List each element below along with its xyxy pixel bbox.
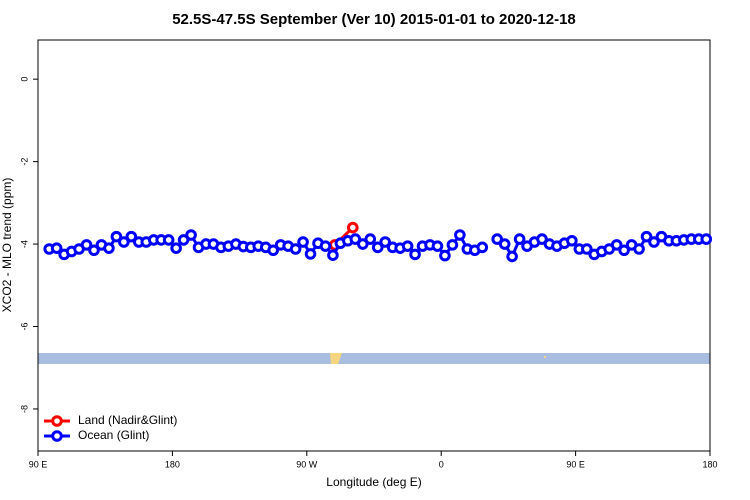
point <box>357 238 369 250</box>
point <box>110 230 123 243</box>
point <box>439 249 451 262</box>
point <box>454 229 466 241</box>
point <box>498 238 511 250</box>
point <box>566 234 578 247</box>
x-tick-label: 180 <box>165 459 180 469</box>
land-patch <box>544 356 546 358</box>
point <box>431 240 444 252</box>
point <box>476 241 489 254</box>
point <box>185 229 197 241</box>
point <box>379 236 392 248</box>
point <box>633 243 645 255</box>
y-tick-label: -6 <box>19 322 29 330</box>
point <box>364 233 377 245</box>
point <box>700 233 713 245</box>
point <box>349 233 362 245</box>
legend-label: Land (Nadir&Glint) <box>78 413 177 427</box>
x-tick-label: 90 E <box>566 459 585 469</box>
point <box>513 233 526 245</box>
point <box>267 244 280 257</box>
point <box>125 230 138 243</box>
point <box>618 244 630 257</box>
point <box>446 239 459 251</box>
point <box>401 240 414 252</box>
x-tick-label: 90 E <box>29 459 48 469</box>
point <box>103 242 115 254</box>
point <box>289 243 302 255</box>
point <box>640 230 653 243</box>
point <box>177 234 190 246</box>
legend-marker <box>51 430 63 442</box>
point <box>346 221 359 234</box>
map-strip <box>38 353 710 364</box>
x-tick-label: 180 <box>702 459 717 469</box>
point <box>506 250 518 263</box>
point <box>536 233 548 245</box>
point <box>88 244 100 257</box>
y-tick-label: -8 <box>19 405 29 413</box>
plot-frame <box>37 39 711 452</box>
y-tick-label: -4 <box>19 240 29 248</box>
point <box>648 236 660 248</box>
land-patch <box>330 353 342 364</box>
point <box>319 240 332 252</box>
point <box>581 243 593 255</box>
point <box>371 241 384 254</box>
y-tick-label: -2 <box>19 158 29 166</box>
y-axis-label: XCO2 - MLO trend (ppm) <box>0 178 14 313</box>
point <box>170 242 182 254</box>
point <box>610 239 623 251</box>
point <box>297 236 309 248</box>
point <box>50 242 63 254</box>
point <box>491 233 504 245</box>
point <box>327 249 339 261</box>
point <box>162 234 175 246</box>
point <box>409 248 421 261</box>
x-axis-label: Longitude (deg E) <box>326 475 421 489</box>
chart-title: 52.5S-47.5S September (Ver 10) 2015-01-0… <box>172 11 576 28</box>
ocean-strip <box>38 353 710 364</box>
legend-label: Ocean (Glint) <box>78 428 149 442</box>
point <box>118 236 130 248</box>
x-tick-label: 90 W <box>296 459 318 469</box>
point <box>304 248 317 260</box>
point <box>80 239 93 251</box>
legend-marker <box>51 415 63 427</box>
y-tick-label: 0 <box>19 77 29 82</box>
x-tick-label: 0 <box>439 459 444 469</box>
